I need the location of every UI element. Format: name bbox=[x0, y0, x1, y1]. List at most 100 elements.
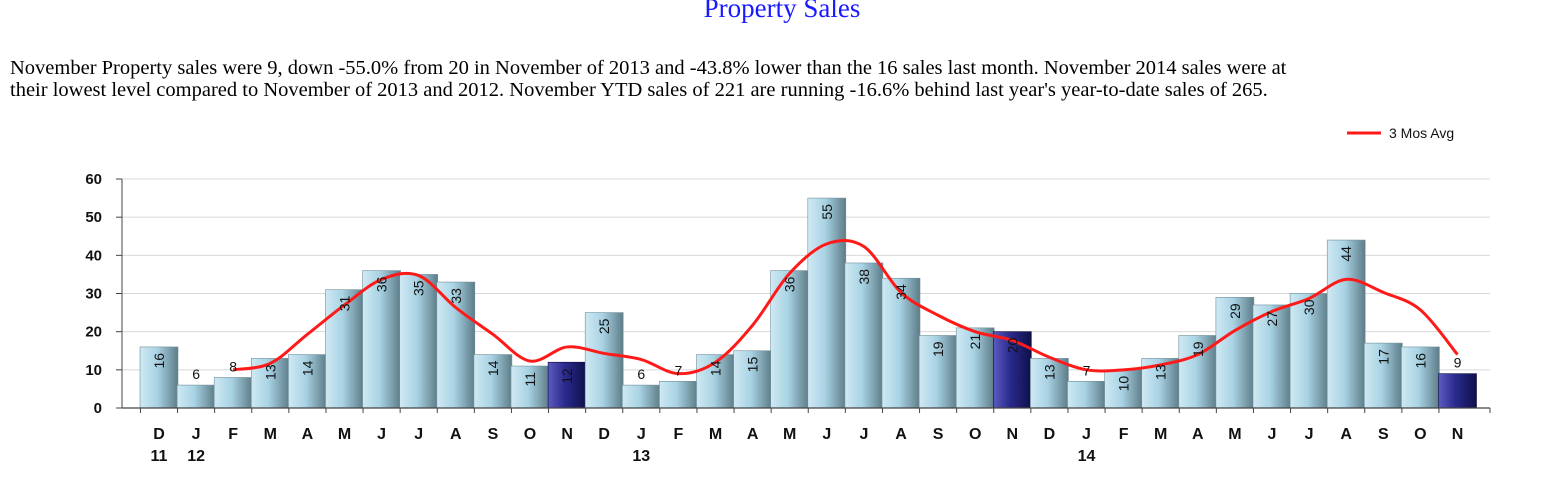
x-axis: D J F M A M J J A S O N D J F M A M J J A S O N D J F M A M J J A S O N 11 12… bbox=[122, 407, 1491, 465]
bar-12 bbox=[584, 312, 624, 409]
bar-20 bbox=[881, 277, 921, 409]
data-label-35: 9 bbox=[1454, 355, 1462, 371]
x-tick-label-34: O bbox=[1414, 426, 1426, 443]
bar-35 bbox=[1438, 373, 1477, 409]
x-tick-label-23: N bbox=[1007, 426, 1019, 443]
data-label-30: 27 bbox=[1264, 311, 1280, 327]
x-tick-label-5: M bbox=[338, 426, 351, 443]
x-tick-label-14: F bbox=[674, 426, 684, 443]
bars bbox=[139, 197, 1477, 409]
x-tick-label-18: J bbox=[822, 426, 831, 443]
data-label-25: 7 bbox=[1083, 362, 1091, 378]
data-label-18: 55 bbox=[819, 204, 835, 220]
data-label-8: 33 bbox=[448, 288, 464, 304]
bar-6 bbox=[362, 270, 401, 409]
x-tick-label-22: O bbox=[969, 426, 981, 443]
data-label-29: 29 bbox=[1227, 303, 1243, 319]
x-tick-label-26: F bbox=[1119, 426, 1129, 443]
data-label-4: 14 bbox=[299, 360, 315, 376]
y-tick-label-0: 0 bbox=[94, 400, 102, 417]
y-tick-label-10: 10 bbox=[85, 362, 102, 379]
data-label-23: 20 bbox=[1004, 337, 1020, 353]
x-tick-label-2: F bbox=[228, 426, 238, 443]
x-year-label-12: 12 bbox=[187, 448, 205, 465]
data-label-13: 6 bbox=[637, 366, 645, 382]
avg-line-group bbox=[232, 239, 1459, 376]
data-label-7: 35 bbox=[411, 280, 427, 296]
x-tick-label-28: A bbox=[1192, 426, 1204, 443]
bar-2 bbox=[213, 377, 253, 409]
data-label-28: 19 bbox=[1190, 341, 1206, 357]
data-label-0: 16 bbox=[151, 353, 167, 369]
x-tick-label-4: A bbox=[302, 426, 314, 443]
x-tick-label-25: J bbox=[1082, 426, 1091, 443]
x-tick-label-8: A bbox=[450, 426, 462, 443]
x-tick-label-27: M bbox=[1154, 426, 1167, 443]
y-tick-label-30: 30 bbox=[85, 286, 102, 303]
data-label-15: 14 bbox=[708, 360, 724, 376]
summary-text: November Property sales were 9, down -55… bbox=[10, 57, 1550, 101]
x-tick-label-29: M bbox=[1228, 426, 1241, 443]
summary-line-1: November Property sales were 9, down -55… bbox=[10, 57, 1287, 79]
data-label-12: 25 bbox=[596, 318, 612, 334]
avg-line-3-mos bbox=[232, 239, 1459, 376]
x-tick-label-12: D bbox=[598, 426, 610, 443]
data-label-6: 36 bbox=[374, 276, 390, 292]
data-label-2: 8 bbox=[229, 358, 237, 374]
y-tick-label-40: 40 bbox=[85, 247, 102, 264]
data-label-33: 17 bbox=[1375, 349, 1391, 365]
x-tick-label-16: A bbox=[747, 426, 759, 443]
data-label-21: 19 bbox=[930, 341, 946, 357]
data-label-5: 31 bbox=[337, 295, 353, 311]
x-year-label-14: 14 bbox=[1078, 448, 1096, 465]
x-year-label-13: 13 bbox=[632, 448, 650, 465]
bar-24 bbox=[1030, 358, 1069, 409]
x-tick-label-35: N bbox=[1452, 426, 1464, 443]
bar-8 bbox=[436, 281, 476, 409]
y-axis: 0 10 20 30 40 50 60 bbox=[85, 171, 123, 417]
x-tick-label-21: S bbox=[933, 426, 944, 443]
bar-7 bbox=[399, 274, 439, 409]
x-tick-label-31: J bbox=[1305, 426, 1314, 443]
bar-18 bbox=[807, 197, 847, 409]
bar-32 bbox=[1326, 239, 1366, 409]
legend: 3 Mos Avg bbox=[1347, 125, 1454, 141]
data-label-26: 10 bbox=[1116, 376, 1132, 392]
x-tick-label-7: J bbox=[414, 426, 423, 443]
x-tick-label-33: S bbox=[1378, 426, 1389, 443]
bar-14 bbox=[659, 380, 698, 409]
x-year-label-11: 11 bbox=[151, 448, 168, 465]
bar-4 bbox=[288, 354, 327, 409]
data-label-31: 30 bbox=[1301, 299, 1317, 315]
bar-25 bbox=[1067, 380, 1106, 409]
bar-33 bbox=[1364, 342, 1403, 409]
data-labels: 16 6 8 13 14 31 36 35 33 14 11 12 25 6 7 14 15 36 55 38 34 19… bbox=[151, 204, 1462, 392]
bar-1 bbox=[176, 384, 216, 409]
x-tick-label-9: S bbox=[488, 426, 499, 443]
x-tick-label-0: D bbox=[153, 426, 165, 443]
data-label-10: 11 bbox=[522, 372, 538, 387]
data-label-16: 15 bbox=[745, 357, 761, 373]
data-label-34: 16 bbox=[1412, 353, 1428, 369]
x-tick-label-3: M bbox=[264, 426, 277, 443]
data-label-20: 34 bbox=[893, 284, 909, 300]
x-tick-label-6: J bbox=[377, 426, 386, 443]
x-tick-label-17: M bbox=[783, 426, 796, 443]
x-tick-label-32: A bbox=[1340, 426, 1352, 443]
legend-label-3-mos-avg: 3 Mos Avg bbox=[1389, 125, 1454, 141]
bar-21 bbox=[918, 335, 958, 409]
summary-line-2: their lowest level compared to November … bbox=[10, 79, 1268, 101]
data-label-32: 44 bbox=[1338, 246, 1354, 262]
data-label-27: 13 bbox=[1153, 364, 1169, 380]
bar-5 bbox=[325, 289, 364, 409]
x-tick-label-1: J bbox=[192, 426, 201, 443]
data-label-17: 36 bbox=[782, 276, 798, 292]
x-tick-label-24: D bbox=[1044, 426, 1056, 443]
bar-34 bbox=[1401, 346, 1440, 409]
bar-22 bbox=[955, 327, 995, 409]
data-label-3: 13 bbox=[262, 364, 278, 380]
y-tick-label-60: 60 bbox=[85, 171, 102, 188]
data-label-19: 38 bbox=[856, 269, 872, 285]
y-tick-label-20: 20 bbox=[85, 324, 102, 341]
x-tick-label-13: J bbox=[637, 426, 646, 443]
